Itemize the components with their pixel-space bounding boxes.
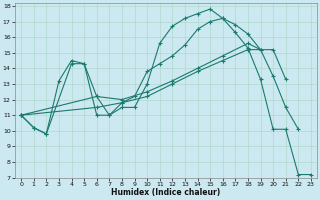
X-axis label: Humidex (Indice chaleur): Humidex (Indice chaleur) bbox=[111, 188, 221, 197]
